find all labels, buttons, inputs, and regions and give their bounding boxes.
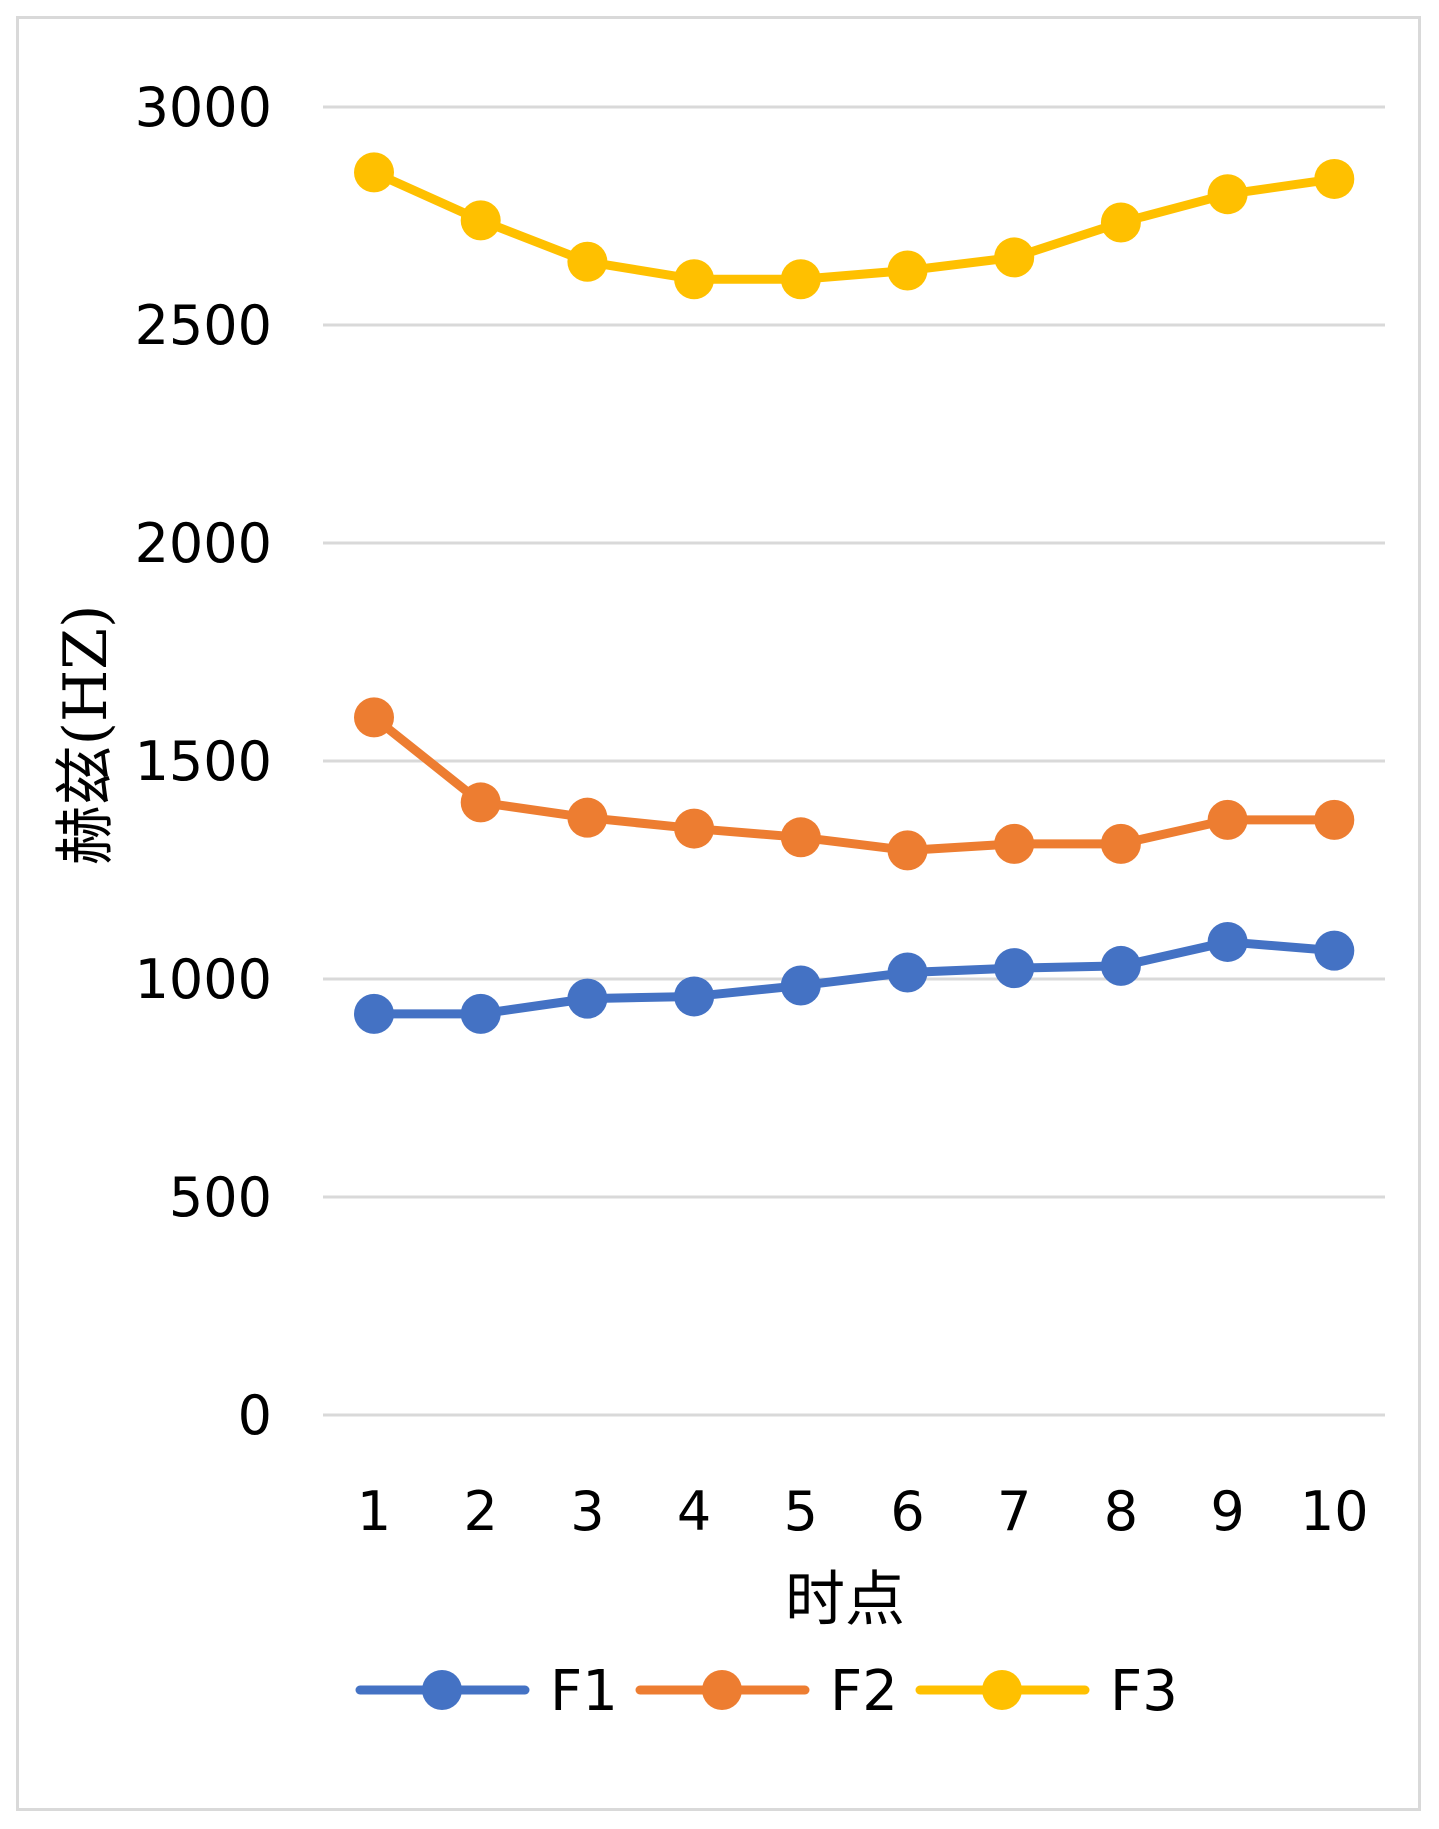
y-tick-label: 0: [238, 1384, 272, 1447]
series-f3: [354, 152, 1355, 300]
data-point-f3: [780, 259, 821, 300]
x-axis-ticks: 1 2 3 4 5 6 7 8 9 10: [357, 1480, 1369, 1543]
legend-label: F1: [550, 1659, 618, 1724]
gridlines: [323, 105, 1385, 1417]
y-tick-label: 500: [169, 1166, 272, 1229]
data-point-f2: [354, 697, 394, 738]
data-point-f1: [460, 993, 501, 1034]
data-point-f1: [567, 978, 608, 1019]
x-tick-label: 4: [677, 1480, 711, 1543]
data-point-f3: [1314, 158, 1355, 199]
x-tick-label: 7: [997, 1480, 1031, 1543]
y-tick-label: 2500: [135, 294, 272, 357]
data-point-f1: [1100, 945, 1141, 986]
legend-item-f3: F3: [915, 1659, 1178, 1724]
data-point-f3: [460, 200, 501, 241]
x-tick-label: 1: [357, 1480, 391, 1543]
y-axis-label: 赫兹(HZ): [51, 605, 121, 866]
data-point-f3: [354, 152, 394, 193]
y-tick-label: 3000: [135, 76, 272, 139]
x-tick-label: 3: [570, 1480, 604, 1543]
data-point-f1: [994, 948, 1035, 989]
series-line-f3: [369, 167, 1339, 284]
data-point-f1: [1207, 921, 1248, 962]
y-tick-label: 1500: [135, 730, 272, 793]
x-tick-label: 5: [784, 1480, 818, 1543]
data-point-f2: [1314, 799, 1355, 840]
legend-item-f1: F1: [355, 1659, 618, 1724]
y-axis-ticks: 0 500 1000 1500 2000 2500 3000: [135, 76, 272, 1447]
data-point-f3: [994, 237, 1035, 278]
data-point-f3: [887, 250, 928, 291]
data-point-f2: [780, 817, 821, 858]
data-point-f2: [1100, 823, 1141, 864]
legend-label: F2: [830, 1659, 898, 1724]
legend: F1 F2 F3: [355, 1659, 1178, 1724]
data-point-f1: [1314, 930, 1355, 971]
data-point-f2: [887, 830, 928, 871]
data-point-f1: [674, 976, 715, 1017]
y-tick-label: 2000: [135, 512, 272, 575]
series-f1: [354, 921, 1355, 1034]
x-tick-label: 6: [890, 1480, 924, 1543]
legend-swatch-marker: [422, 1670, 462, 1710]
data-point-f3: [1207, 174, 1248, 215]
data-point-f3: [567, 241, 608, 282]
data-point-f1: [887, 952, 928, 993]
y-tick-label: 1000: [135, 948, 272, 1011]
series-line-f1: [369, 937, 1339, 1019]
data-point-f3: [674, 259, 715, 300]
x-tick-label: 9: [1210, 1480, 1244, 1543]
legend-swatch-marker: [702, 1670, 742, 1710]
x-tick-label: 10: [1300, 1480, 1369, 1543]
data-point-f2: [674, 808, 715, 849]
data-point-f2: [567, 797, 608, 838]
x-axis-label: 时点: [785, 1565, 905, 1635]
legend-swatch-marker: [982, 1670, 1022, 1710]
series-f2: [354, 697, 1355, 871]
data-point-f2: [460, 782, 501, 823]
data-point-f2: [994, 823, 1035, 864]
legend-label: F3: [1110, 1659, 1178, 1724]
x-tick-label: 2: [464, 1480, 498, 1543]
data-point-f3: [1100, 202, 1141, 243]
series-layer: [354, 152, 1355, 1034]
data-point-f1: [780, 965, 821, 1006]
data-point-f1: [354, 993, 394, 1034]
legend-item-f2: F2: [635, 1659, 898, 1724]
x-tick-label: 8: [1104, 1480, 1138, 1543]
chart-frame: [16, 16, 1421, 1811]
series-line-f2: [369, 712, 1339, 855]
data-point-f2: [1207, 799, 1248, 840]
